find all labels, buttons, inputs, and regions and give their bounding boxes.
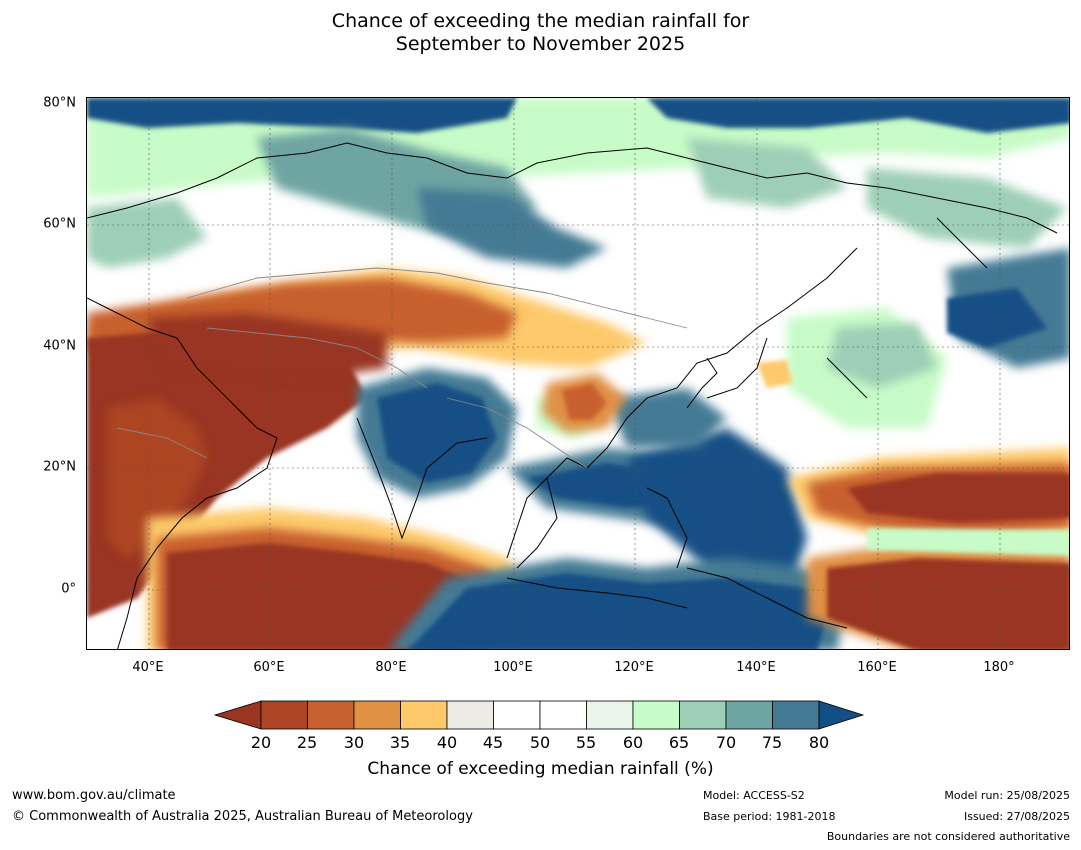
colorbar-arrow-low: [214, 700, 262, 730]
title-line-1: Chance of exceeding the median rainfall …: [331, 10, 750, 32]
lon-label-120e: 120°E: [614, 660, 654, 675]
title-line-2: September to November 2025: [395, 33, 686, 55]
lon-label-100e: 100°E: [493, 660, 533, 675]
footer-base-period: Base period: 1981-2018: [703, 810, 836, 823]
colorbar-segment: [679, 700, 727, 730]
graticule: [87, 98, 1069, 649]
colorbar-segment: [260, 700, 308, 730]
colorbar-tick: 70: [715, 733, 737, 752]
rainfall-map: [86, 97, 1070, 650]
rainfall-shading: [87, 98, 1069, 649]
map-title: Chance of exceeding the median rainfall …: [0, 10, 1081, 56]
colorbar-segment: [772, 700, 820, 730]
colorbar-tick: 75: [761, 733, 783, 752]
lat-label-20n: 20°N: [43, 459, 76, 475]
footer-issued: Issued: 27/08/2025: [963, 810, 1070, 823]
colorbar-tick: 45: [482, 733, 504, 752]
colorbar-segment: [353, 700, 401, 730]
colorbar-segment: [400, 700, 448, 730]
coastlines: [87, 142, 1058, 649]
footer-disclaimer: Boundaries are not considered authoritat…: [826, 830, 1070, 843]
footer-url[interactable]: www.bom.gov.au/climate: [12, 788, 176, 803]
colorbar-segment: [307, 700, 355, 730]
colorbar-segment: [725, 700, 773, 730]
colorbar-segment: [586, 700, 634, 730]
lat-label-equator: 0°: [61, 581, 76, 597]
colorbar-segment: [539, 700, 587, 730]
colorbar-segment: [446, 700, 494, 730]
colorbar-tick: 60: [622, 733, 644, 752]
lon-label-180: 180°: [983, 660, 1015, 675]
colorbar: [214, 700, 865, 730]
lon-label-160e: 160°E: [857, 660, 897, 675]
lon-label-40e: 40°E: [132, 660, 164, 675]
lon-label-140e: 140°E: [736, 660, 776, 675]
colorbar-tick: 50: [529, 733, 551, 752]
lon-label-80e: 80°E: [375, 660, 407, 675]
rainfall-map-canvas: [87, 98, 1069, 649]
colorbar-segment: [493, 700, 541, 730]
colorbar-tick: 30: [343, 733, 365, 752]
colorbar-tick: 80: [808, 733, 830, 752]
footer-copyright: © Commonwealth of Australia 2025, Austra…: [12, 809, 473, 824]
lon-label-60e: 60°E: [253, 660, 285, 675]
colorbar-tick: 25: [296, 733, 318, 752]
colorbar-segment: [632, 700, 680, 730]
lat-label-80n: 80°N: [43, 95, 76, 111]
country-borders: [116, 267, 688, 469]
colorbar-tick: 55: [575, 733, 597, 752]
colorbar-tick: 40: [436, 733, 458, 752]
lat-label-40n: 40°N: [43, 338, 76, 354]
footer-model-run: Model run: 25/08/2025: [944, 789, 1070, 802]
colorbar-tick: 35: [389, 733, 411, 752]
lat-label-60n: 60°N: [43, 216, 76, 232]
colorbar-label: Chance of exceeding median rainfall (%): [367, 759, 714, 779]
colorbar-tick: 65: [668, 733, 690, 752]
colorbar-tick: 20: [250, 733, 272, 752]
colorbar-arrow-high: [818, 700, 865, 730]
footer-model: Model: ACCESS-S2: [703, 789, 805, 802]
